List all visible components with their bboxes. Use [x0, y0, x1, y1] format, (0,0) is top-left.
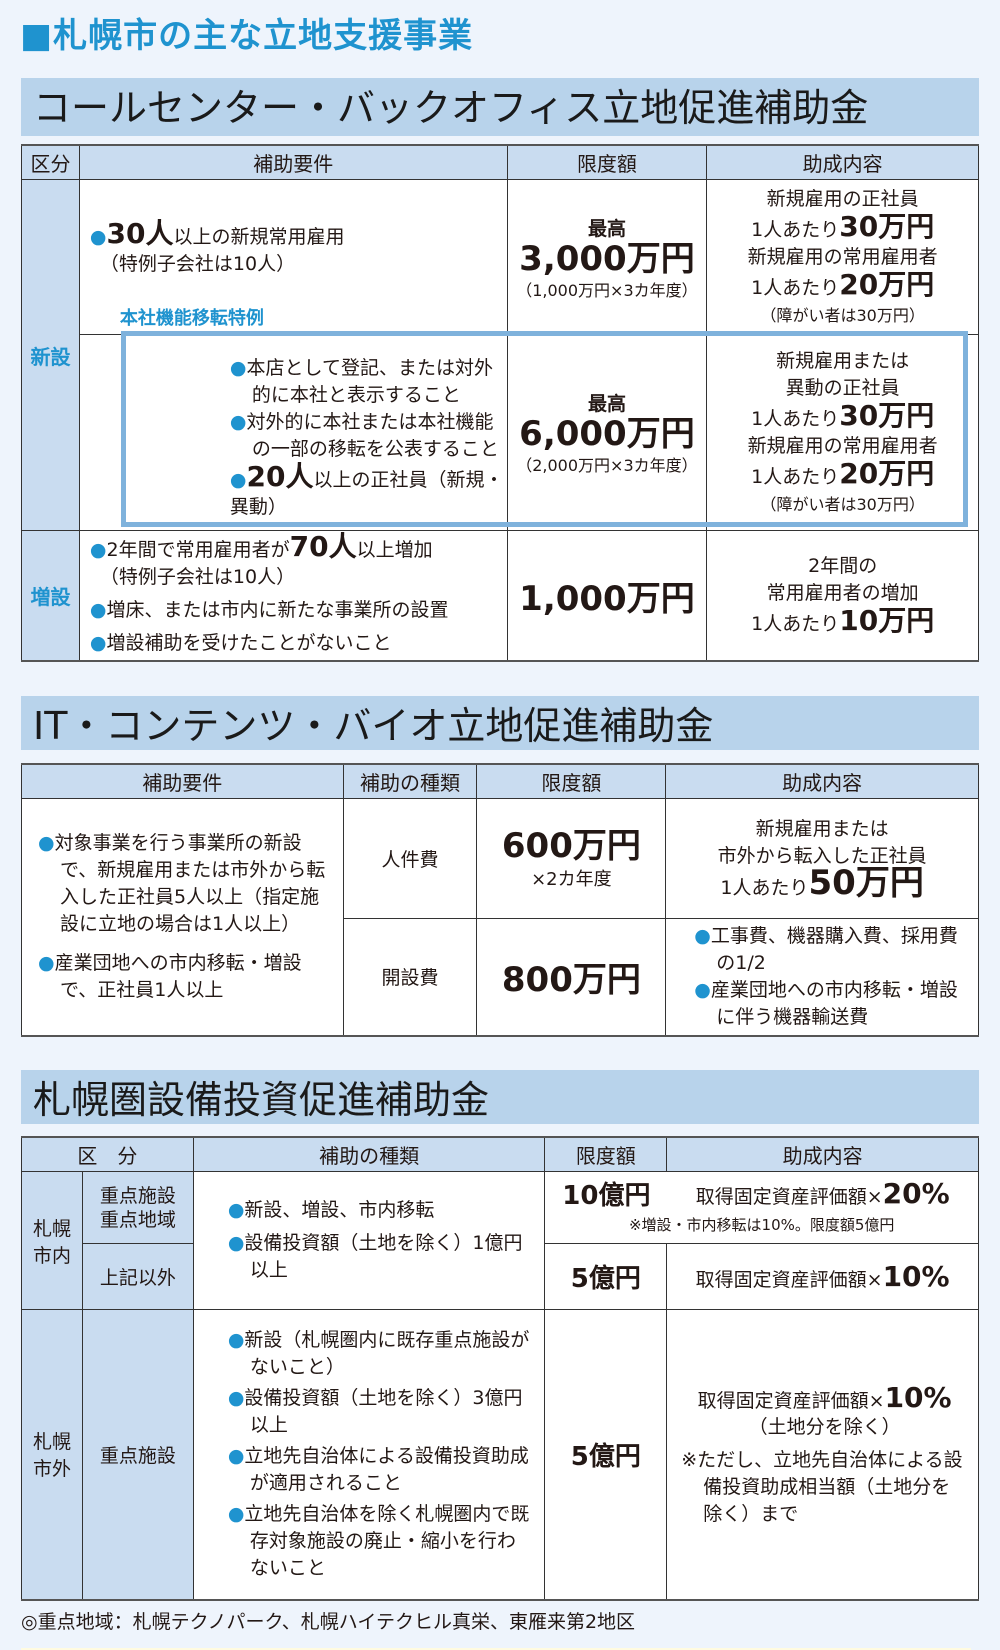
requirements-new: ●30人以上の新規常用雇用 （特例子会社は10人） 本社機能移転特例 — [78, 179, 508, 335]
requirements-hq: ●本店として登記、または対外的に本社と表示すること ●対外的に本社または本社機能… — [78, 334, 508, 531]
requirements-outside: ●新設（札幌圏内に既存重点施設がないこと） ●設備投資額（土地を除く）3億円以上… — [192, 1309, 546, 1600]
header-limit: 限度額 — [476, 763, 667, 799]
area-outside: 札幌市外 — [21, 1309, 83, 1600]
section-title-it: IT・コンテンツ・バイオ立地促進補助金 — [21, 696, 979, 750]
header-category: 区分 — [21, 144, 80, 180]
bullet-icon: ● — [89, 226, 107, 248]
limit-expand: 1,000万円 — [506, 530, 708, 661]
table-row: 新設 ●30人以上の新規常用雇用 （特例子会社は10人） 本社機能移転特例 最高… — [21, 179, 979, 531]
content-expand: 2年間の 常用雇用者の増加 1人あたり10万円 — [706, 530, 979, 661]
requirements-it: ●対象事業を行う事業所の新設で、新規雇用または市外から転入した正社員5人以上（指… — [21, 798, 344, 1036]
content-opening: ●工事費、機器購入費、採用費の1/2 ●産業団地への市内移転・増設に伴う機器輸送… — [665, 918, 979, 1036]
category-new: 新設 — [21, 179, 80, 531]
limit-hq: 最高 6,000万円 （2,000万円×3カ年度） — [506, 334, 708, 531]
header-limit: 限度額 — [506, 144, 708, 180]
table-row: 開設費 800万円 ●工事費、機器購入費、採用費の1/2 ●産業団地への市内移転… — [22, 918, 979, 1036]
header-category: 区 分 — [21, 1136, 194, 1172]
callcenter-table: 区分 補助要件 限度額 助成内容 新設 ●30人以上の新規常用雇用 （特例子会社… — [21, 144, 979, 662]
table-header-row: 補助要件 補助の種類 限度額 助成内容 — [21, 763, 979, 799]
header-content: 助成内容 — [666, 1136, 979, 1172]
sub-outside-priority: 重点施設 — [81, 1309, 194, 1600]
content-personnel: 新規雇用または 市外から転入した正社員 1人あたり50万円 — [665, 798, 979, 919]
header-content: 助成内容 — [706, 144, 979, 180]
type-personnel: 人件費 — [342, 798, 478, 919]
hq-special-label: 本社機能移転特例 — [119, 308, 264, 329]
requirements-inside: ●新設、増設、市内移転 ●設備投資額（土地を除く）1億円以上 — [192, 1171, 546, 1310]
limit-outside: 5億円 — [544, 1309, 668, 1600]
equipment-table: 区 分 補助の種類 限度額 助成内容 札幌市内 重点施設重点地域 ●新設、増設、… — [21, 1136, 979, 1601]
limit-opening: 800万円 — [476, 918, 667, 1036]
type-opening: 開設費 — [342, 918, 478, 1036]
limit-new: 最高 3,000万円 （1,000万円×3カ年度） — [506, 179, 708, 335]
area-inside: 札幌市内 — [21, 1171, 83, 1310]
content-other: 取得固定資産評価額×10% — [666, 1243, 979, 1310]
table-row: ●本店として登記、または対外的に本社と表示すること ●対外的に本社または本社機能… — [22, 334, 979, 531]
it-table: 補助要件 補助の種類 限度額 助成内容 ●対象事業を行う事業所の新設で、新規雇用… — [21, 763, 979, 1037]
header-requirements: 補助要件 — [21, 763, 344, 799]
header-limit: 限度額 — [544, 1136, 668, 1172]
footnote: ◎重点地域：札幌テクノパーク、札幌ハイテクヒル真栄、東雁来第2地区 — [21, 1611, 636, 1633]
table-row: ●対象事業を行う事業所の新設で、新規雇用または市外から転入した正社員5人以上（指… — [21, 798, 979, 1036]
sub-other: 上記以外 — [81, 1243, 194, 1310]
section-title-callcenter: コールセンター・バックオフィス立地促進補助金 — [21, 78, 979, 136]
limit-personnel: 600万円 ×2カ年度 — [476, 798, 667, 919]
category-expand: 増設 — [21, 530, 80, 661]
content-new: 新規雇用の正社員 1人あたり30万円 新規雇用の常用雇用者 1人あたり20万円 … — [706, 179, 979, 335]
section-title-equipment: 札幌圏設備投資促進補助金 — [21, 1070, 979, 1124]
sub-priority: 重点施設重点地域 — [81, 1171, 194, 1244]
header-type: 補助の種類 — [342, 763, 478, 799]
limit-content-priority: 10億円 取得固定資産評価額×20% ※増設・市内移転は10%。限度額5億円 — [544, 1171, 979, 1244]
table-header-row: 区分 補助要件 限度額 助成内容 — [21, 144, 979, 180]
requirements-expand: ●2年間で常用雇用者が70人以上増加 （特例子会社は10人） ●増床、または市内… — [78, 530, 508, 661]
table-row: 札幌市外 重点施設 ●新設（札幌圏内に既存重点施設がないこと） ●設備投資額（土… — [21, 1309, 979, 1600]
header-requirements: 補助要件 — [78, 144, 508, 180]
table-header-row: 区 分 補助の種類 限度額 助成内容 — [21, 1136, 979, 1172]
content-outside: 取得固定資産評価額×10% （土地分を除く） ※ただし、立地先自治体による設備投… — [666, 1309, 979, 1600]
bottom-strip — [21, 1648, 971, 1650]
limit-other: 5億円 — [544, 1243, 668, 1310]
header-content: 助成内容 — [665, 763, 979, 799]
content-hq: 新規雇用または 異動の正社員 1人あたり30万円 新規雇用の常用雇用者 1人あた… — [706, 334, 979, 531]
table-row: 増設 ●2年間で常用雇用者が70人以上増加 （特例子会社は10人） ●増床、また… — [21, 530, 979, 661]
header-type: 補助の種類 — [192, 1136, 546, 1172]
table-row: 札幌市内 重点施設重点地域 ●新設、増設、市内移転 ●設備投資額（土地を除く）1… — [21, 1171, 979, 1310]
page-title: ■札幌市の主な立地支援事業 — [20, 16, 474, 56]
